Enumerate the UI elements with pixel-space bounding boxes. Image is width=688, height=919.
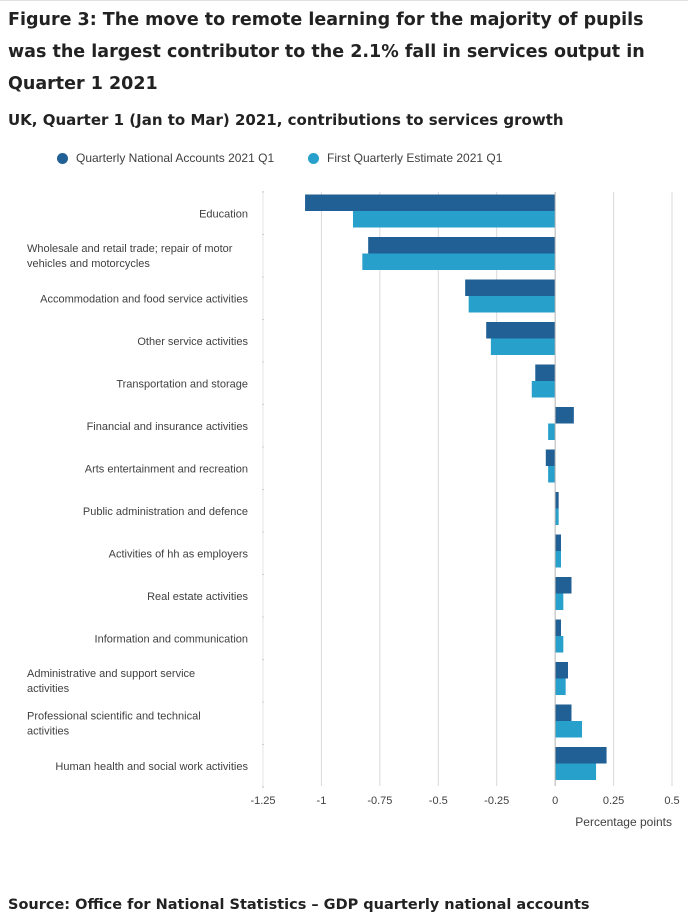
category-label-1: Wholesale and retail trade; repair of mo… [27, 243, 233, 270]
category-label-line: Human health and social work activities [55, 761, 248, 773]
category-label-line: Other service activities [137, 336, 248, 348]
bar-series2-9 [555, 593, 564, 610]
bar-series2-11 [555, 678, 566, 695]
bar-series1-0 [305, 194, 556, 211]
category-label-11: Administrative and support service activi… [27, 668, 195, 695]
category-label-6: Arts entertainment and recreation [85, 463, 248, 475]
legend-swatch-series-1 [57, 152, 68, 164]
x-tick-label-3: -0.5 [429, 795, 448, 807]
x-tick-label-2: -0.75 [367, 795, 392, 807]
x-tick-label-1: -1 [317, 795, 327, 807]
category-label-2: Accommodation and food service activitie… [40, 293, 248, 305]
category-label-line: activities [27, 725, 70, 737]
legend-item-series-1[interactable]: Quarterly National Accounts 2021 Q1 [57, 150, 274, 166]
bar-series2-5 [548, 423, 556, 440]
bar-series1-7 [555, 492, 559, 509]
x-tick-label-5: 0 [552, 795, 558, 807]
bar-series2-6 [548, 466, 556, 483]
bar-series1-9 [555, 577, 572, 594]
category-label-line: Arts entertainment and recreation [85, 463, 248, 475]
bar-series2-7 [555, 508, 559, 525]
legend-label-series-2: First Quarterly Estimate 2021 Q1 [327, 151, 503, 165]
category-label-line: Information and communication [95, 633, 248, 645]
category-label-3: Other service activities [137, 336, 248, 348]
legend-item-series-2[interactable]: First Quarterly Estimate 2021 Q1 [308, 150, 502, 166]
bar-series2-8 [555, 551, 561, 568]
x-tick-label-0: -1.25 [250, 795, 275, 807]
bar-series1-4 [535, 364, 556, 381]
x-tick-label-7: 0.5 [664, 795, 679, 807]
category-label-line: Administrative and support service [27, 668, 195, 680]
bar-series1-3 [486, 322, 556, 339]
x-tick-label-6: 0.25 [603, 795, 624, 807]
bar-series1-6 [545, 449, 556, 466]
category-label-line: Education [199, 208, 248, 220]
category-label-line: Activities of hh as employers [109, 548, 249, 560]
bar-series1-12 [555, 704, 572, 721]
chart-subtitle: UK, Quarter 1 (Jan to Mar) 2021, contrib… [8, 111, 564, 129]
category-label-line: activities [27, 683, 70, 695]
bar-series1-13 [555, 747, 607, 764]
bar-series1-8 [555, 534, 561, 551]
x-tick-label-4: -0.25 [484, 795, 509, 807]
category-label-12: Professional scientific and technical act… [27, 710, 201, 737]
category-label-line: Public administration and defence [83, 506, 248, 518]
source-note: Source: Office for National Statistics –… [8, 897, 590, 913]
category-label-0: Education [199, 208, 248, 220]
bar-chart: Education Wholesale and retail trade; rep… [27, 191, 680, 829]
bar-series2-13 [555, 763, 597, 780]
legend-label-series-1: Quarterly National Accounts 2021 Q1 [76, 151, 275, 165]
category-label-line: Professional scientific and technical [27, 710, 201, 722]
category-label-line: Accommodation and food service activitie… [40, 293, 248, 305]
category-label-line: Wholesale and retail trade; repair of mo… [27, 243, 233, 255]
category-label-line: vehicles and motorcycles [27, 258, 150, 270]
bar-series2-3 [490, 338, 556, 355]
legend-swatch-series-2 [308, 152, 319, 164]
category-label-13: Human health and social work activities [55, 761, 248, 773]
bar-series2-2 [468, 296, 556, 313]
category-label-8: Activities of hh as employers [109, 548, 249, 560]
category-label-line: Financial and insurance activities [87, 421, 249, 433]
category-label-7: Public administration and defence [83, 506, 248, 518]
bar-series1-10 [555, 619, 561, 636]
bar-series1-1 [368, 237, 556, 254]
category-label-4: Transportation and storage [116, 378, 248, 390]
bar-series2-1 [362, 253, 556, 270]
bar-series2-4 [531, 381, 556, 398]
top-rule [0, 0, 688, 1]
bar-series2-0 [352, 211, 556, 228]
category-label-line: Real estate activities [147, 591, 248, 603]
bar-series1-2 [465, 279, 556, 296]
category-label-line: Transportation and storage [116, 378, 248, 390]
category-label-9: Real estate activities [147, 591, 248, 603]
category-label-5: Financial and insurance activities [87, 421, 249, 433]
figure-title: Figure 3: The move to remote learning fo… [8, 10, 645, 94]
category-label-10: Information and communication [95, 633, 248, 645]
bar-series2-12 [555, 721, 583, 738]
x-axis-title: Percentage points [575, 815, 672, 829]
bar-series2-10 [555, 636, 564, 653]
bar-series1-11 [555, 662, 568, 679]
bar-series1-5 [555, 407, 574, 424]
